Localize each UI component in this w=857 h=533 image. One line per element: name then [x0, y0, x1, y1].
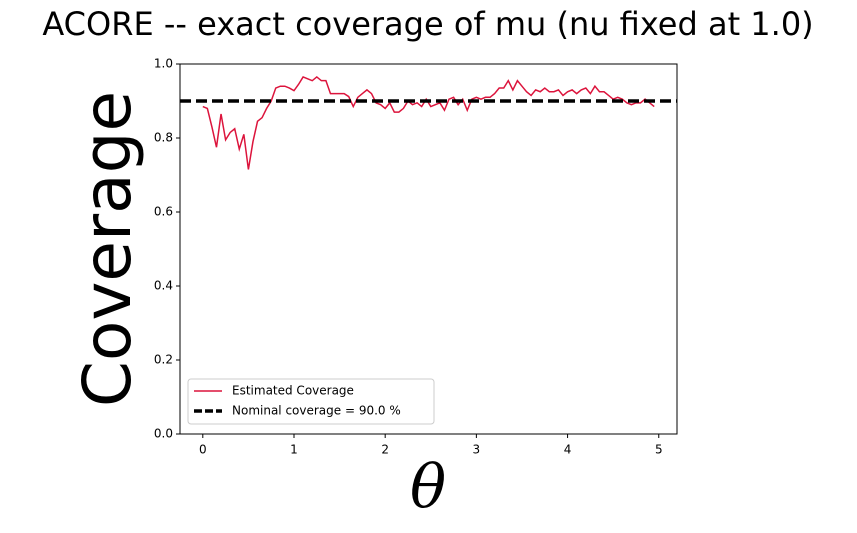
x-tick-label: 0	[199, 443, 207, 457]
legend-label: Estimated Coverage	[232, 384, 354, 398]
y-tick-label: 0.2	[154, 353, 173, 367]
x-tick-label: 4	[564, 443, 572, 457]
legend: Estimated Coverage Nominal coverage = 90.…	[187, 378, 435, 425]
x-tick-label: 1	[290, 443, 298, 457]
legend-box	[187, 378, 435, 425]
y-tick-label: 0.0	[154, 427, 173, 441]
y-tick-label: 0.4	[154, 279, 173, 293]
y-axis-label: Coverage	[69, 91, 146, 407]
plot-frame	[179, 63, 678, 435]
series-line	[202, 75, 655, 170]
x-axis-label: θ	[410, 453, 446, 523]
y-tick-label: 0.6	[154, 205, 173, 219]
legend-label: Nominal coverage = 90.0 %	[232, 404, 401, 418]
x-tick-label: 3	[473, 443, 481, 457]
x-tick-label: 2	[381, 443, 389, 457]
y-tick-label: 0.8	[154, 131, 173, 145]
y-tick-label: 1.0	[154, 57, 173, 71]
chart-title: ACORE -- exact coverage of mu (nu fixed …	[42, 5, 813, 43]
x-tick-label: 5	[655, 443, 663, 457]
